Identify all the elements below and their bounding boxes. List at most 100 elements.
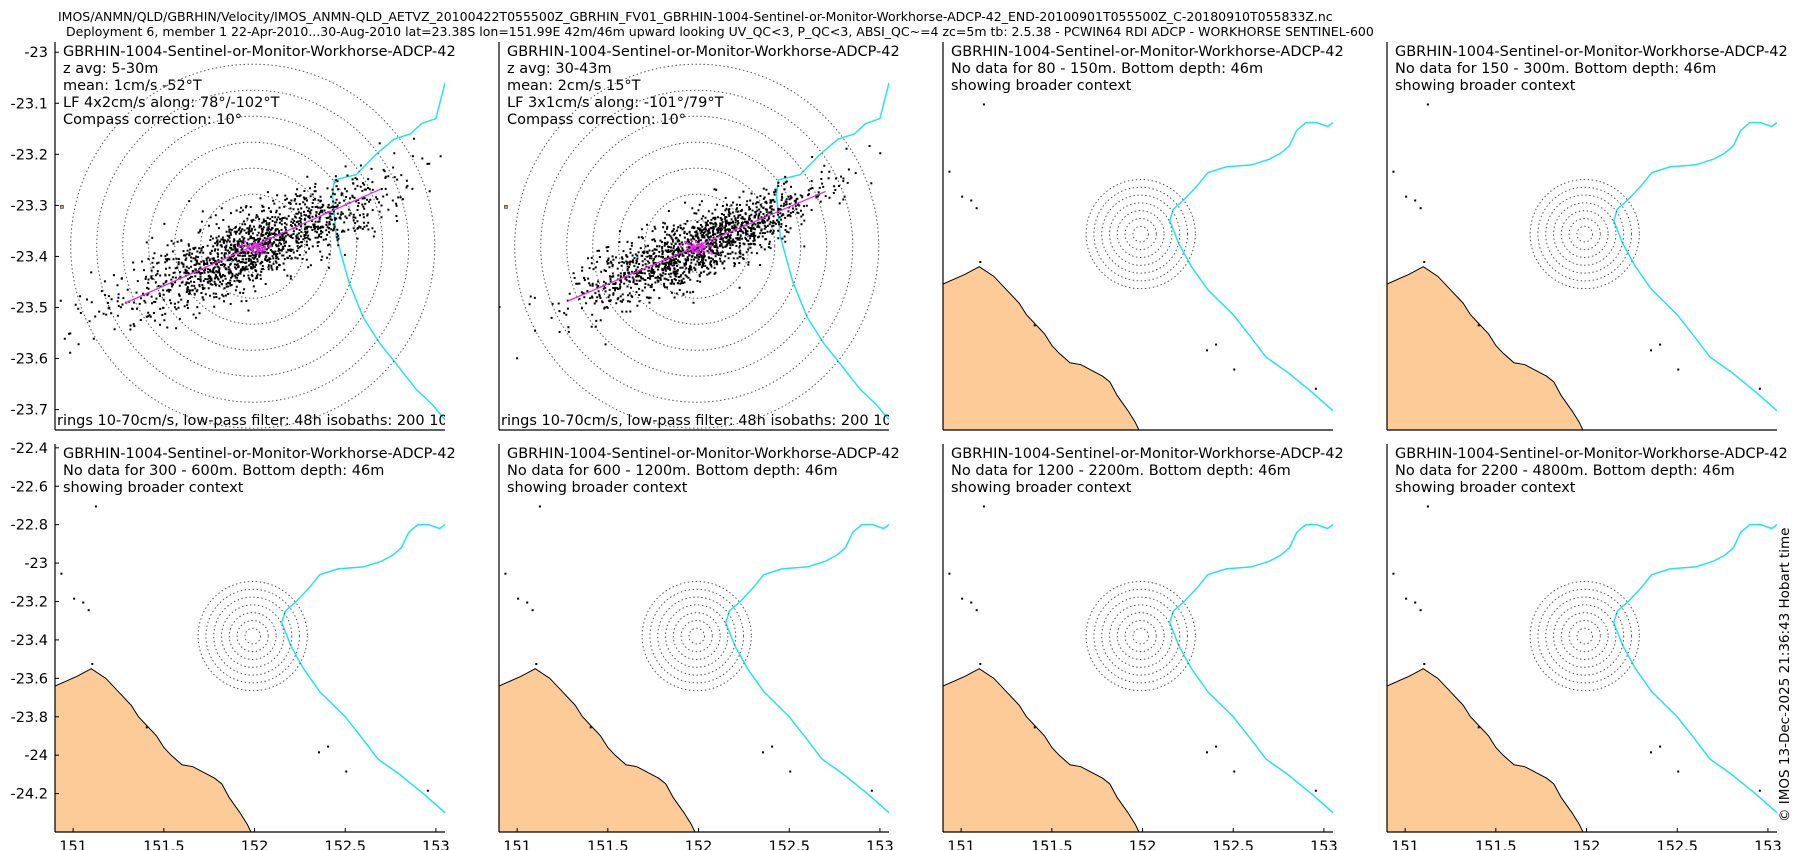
speed-ring (1560, 612, 1609, 660)
island (975, 207, 978, 210)
isobath-200 (775, 82, 889, 421)
speed-ring (649, 588, 745, 684)
x-tick-label: 151.5 (587, 839, 629, 850)
speed-ring (1560, 210, 1609, 258)
island (1405, 597, 1408, 600)
speed-ring (1545, 194, 1625, 274)
island (517, 597, 520, 600)
panel-4: GBRHIN-1004-Sentinel-or-Monitor-Workhors… (1386, 42, 1788, 431)
island (1677, 368, 1680, 371)
speed-ring (1576, 627, 1594, 645)
island (948, 170, 951, 173)
land-area (943, 266, 1140, 430)
panel-title: GBRHIN-1004-Sentinel-or-Monitor-Workhors… (951, 446, 1344, 462)
y-tick-label: -23.8 (10, 710, 48, 726)
island (789, 770, 792, 773)
header-line-2: Deployment 6, member 1 22-Apr-2010...30-… (66, 24, 1374, 39)
x-tick-label: 151 (947, 839, 975, 850)
island (1423, 662, 1426, 665)
island (1392, 170, 1395, 173)
speed-ring (96, 89, 410, 403)
x-tick-label: 153 (1754, 839, 1782, 850)
y-tick-label: -23.7 (10, 403, 48, 419)
velocity-scatter (499, 145, 882, 360)
speed-ring (1124, 619, 1157, 653)
island (1650, 751, 1653, 754)
isobath-200 (280, 523, 445, 814)
island (87, 609, 90, 612)
island (1477, 726, 1480, 729)
land-area (1387, 668, 1584, 832)
island (762, 751, 765, 754)
speed-ring (1553, 604, 1617, 668)
island (538, 505, 541, 508)
y-tick-label: -23 (24, 45, 48, 61)
plot-area: rings 10-70cm/s, low-pass filter: 48h is… (499, 63, 993, 429)
x-tick-label: 152.5 (768, 839, 810, 850)
speed-ring (540, 89, 854, 403)
timestamp-label: © IMOS 13-Dec-2025 21:36:43 Hobart time (1777, 528, 1793, 822)
speed-ring (680, 619, 713, 653)
speed-ring (213, 596, 293, 676)
panel-info-line: showing broader context (1395, 78, 1576, 94)
y-tick-label: -23.4 (10, 633, 48, 649)
speed-ring (670, 219, 724, 273)
panel-info-line: showing broader context (63, 480, 244, 496)
y-tick-label: -23.5 (10, 300, 48, 316)
speed-ring (1116, 210, 1165, 258)
speed-ring (672, 612, 721, 660)
island (1477, 324, 1480, 327)
plot-area (1387, 103, 1777, 430)
speed-ring (1568, 619, 1601, 653)
land-area (499, 668, 696, 832)
land-area (55, 668, 252, 832)
island (327, 745, 330, 748)
island (82, 601, 85, 604)
panel-3: GBRHIN-1004-Sentinel-or-Monitor-Workhors… (942, 42, 1344, 431)
plot-area (55, 505, 445, 832)
island (145, 726, 148, 729)
panel-footer: rings 10-70cm/s, low-pass filter: 48h is… (501, 413, 993, 429)
land-area (943, 668, 1140, 832)
island (1659, 745, 1662, 748)
x-tick-label: 153 (422, 839, 450, 850)
speed-ring (1537, 186, 1633, 282)
speed-ring (205, 588, 301, 684)
y-tick-label: -24.2 (10, 787, 48, 803)
panel-info-line: z avg: 30-43m (507, 61, 612, 77)
island (982, 505, 985, 508)
speed-ring (1553, 202, 1617, 266)
speed-ring (122, 115, 384, 377)
panel-title: GBRHIN-1004-Sentinel-or-Monitor-Workhors… (1395, 44, 1788, 60)
speed-ring (1093, 588, 1189, 684)
panel-info-line: LF 3x1cm/s along: -101°/79°T (507, 95, 724, 111)
panel-6: GBRHIN-1004-Sentinel-or-Monitor-Workhors… (498, 444, 900, 850)
speed-ring (618, 167, 776, 325)
y-tick-label: -23.4 (10, 249, 48, 265)
speed-ring (566, 115, 828, 377)
panel-footer: rings 10-70cm/s, low-pass filter: 48h is… (57, 413, 549, 429)
island (1659, 343, 1662, 346)
x-tick-label: 152.5 (324, 839, 366, 850)
panel-info-line: Compass correction: 10° (63, 112, 242, 128)
panel-info-line: Compass correction: 10° (507, 112, 686, 128)
island (345, 770, 348, 773)
plot-area (1387, 505, 1777, 832)
panels: rings 10-70cm/s, low-pass filter: 48h is… (10, 42, 1788, 850)
speed-ring (514, 63, 880, 429)
panel-2: rings 10-70cm/s, low-pass filter: 48h is… (498, 42, 993, 431)
panel-info-line: No data for 300 - 600m. Bottom depth: 46… (63, 463, 384, 479)
island (91, 662, 94, 665)
speed-ring (1109, 604, 1173, 668)
island (60, 205, 64, 209)
panel-title: GBRHIN-1004-Sentinel-or-Monitor-Workhors… (63, 446, 456, 462)
island (318, 751, 321, 754)
speed-ring (1124, 217, 1157, 251)
speed-ring (644, 193, 750, 299)
land-area (1387, 266, 1584, 430)
panel-info-line: No data for 2200 - 4800m. Bottom depth: … (1395, 463, 1735, 479)
speed-ring (200, 193, 306, 299)
island (948, 572, 951, 575)
island (1405, 195, 1408, 198)
